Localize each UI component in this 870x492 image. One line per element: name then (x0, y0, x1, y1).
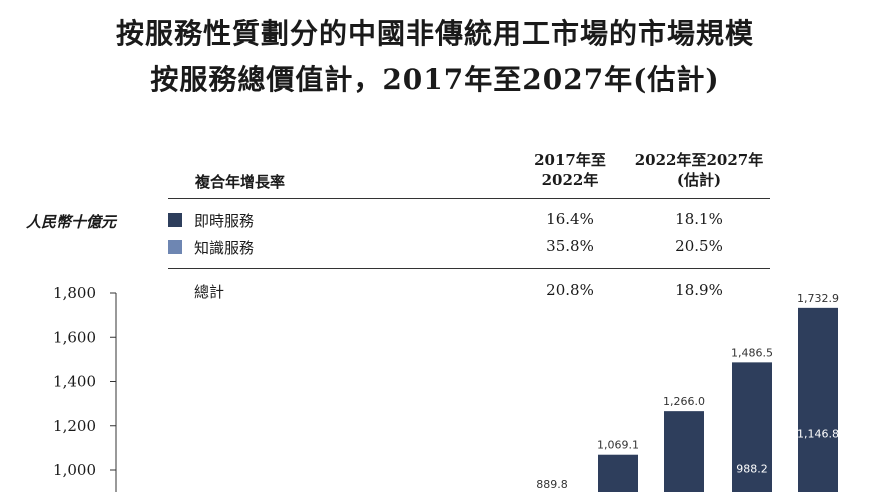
bar-total-label: 1,069.1 (597, 439, 639, 452)
table-top-rule (168, 198, 770, 199)
instant-cagr-2017-2022: 16.4% (546, 210, 594, 228)
cagr-header: 複合年增長率 (194, 173, 285, 191)
period-2-header: 2022年至2027年 (估計) (634, 151, 764, 189)
y-tick-label: 1,400 (53, 373, 96, 391)
legend-label-knowledge: 知識服務 (194, 239, 255, 257)
total-label: 總計 (194, 283, 225, 301)
bar (732, 362, 772, 492)
bar-total-label: 1,732.9 (797, 292, 839, 305)
chart-title-line-1: 按服務性質劃分的中國非傳統用工市場的市場規模 (115, 17, 754, 50)
legend-swatch-instant (168, 213, 182, 227)
bar-total-label: 1,266.0 (663, 395, 705, 408)
y-tick-label: 1,600 (53, 328, 96, 346)
bar-total-label: 1,486.5 (731, 346, 773, 359)
y-tick-label: 1,200 (53, 417, 96, 435)
y-axis-label: 人民幣十億元 (26, 213, 117, 231)
bar-inner-label: 1,146.8 (797, 428, 839, 441)
instant-cagr-2022-2027: 18.1% (675, 210, 723, 228)
y-tick-label: 1,800 (53, 284, 96, 302)
knowledge-cagr-2022-2027: 20.5% (675, 237, 723, 255)
total-cagr-2022-2027: 18.9% (675, 281, 723, 299)
knowledge-cagr-2017-2022: 35.8% (546, 237, 594, 255)
bar (798, 307, 838, 492)
bar (664, 411, 704, 492)
bar-inner-label: 988.2 (736, 463, 768, 476)
y-tick-label: 1,000 (53, 461, 96, 479)
total-cagr-2017-2022: 20.8% (546, 281, 594, 299)
bar (598, 454, 638, 492)
bar-total-label: 889.8 (536, 478, 568, 491)
legend-swatch-knowledge (168, 240, 182, 254)
legend-label-instant: 即時服務 (194, 212, 255, 230)
table-mid-rule (168, 268, 770, 269)
chart-title-line-2: 按服務總價值計，2017年至2027年(估計) (150, 63, 720, 96)
period-1-header: 2017年至 2022年 (534, 151, 606, 189)
